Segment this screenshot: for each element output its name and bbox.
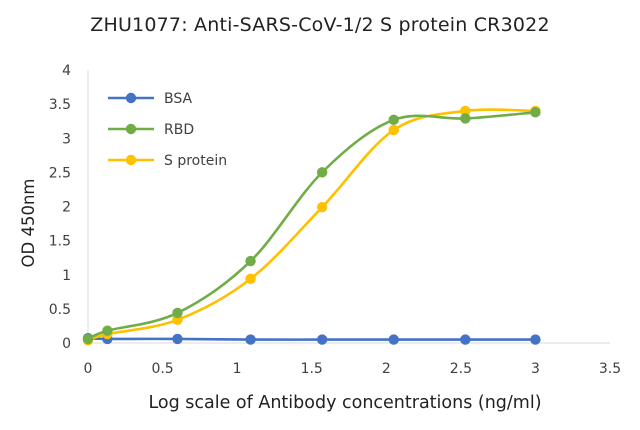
y-tick-label: 4 — [62, 63, 71, 79]
data-point-bsa — [388, 334, 399, 345]
y-tick-label: 0 — [62, 336, 71, 352]
data-point-rbd — [102, 325, 113, 336]
x-tick-label: 0 — [84, 361, 93, 377]
data-point-s-protein — [316, 201, 328, 213]
legend-label-bsa: BSA — [164, 91, 193, 107]
data-point-bsa — [316, 334, 328, 345]
legend-label-s-protein: S protein — [164, 153, 227, 169]
x-tick-label: 1.5 — [301, 361, 323, 377]
data-point-bsa — [460, 334, 471, 345]
data-point-bsa — [172, 333, 183, 345]
data-point-s-protein — [388, 124, 399, 136]
y-axis-label: OD 450nm — [19, 178, 38, 268]
data-point-bsa — [245, 334, 256, 345]
legend-marker-s-protein — [125, 154, 137, 166]
y-tick-label: 1.5 — [49, 234, 71, 250]
x-axis-label: Log scale of Antibody concentrations (ng… — [148, 393, 542, 413]
x-tick-label: 1 — [233, 361, 242, 377]
data-point-rbd — [82, 333, 94, 345]
x-tick-label: 3 — [531, 361, 540, 377]
x-tick-label: 2 — [382, 361, 391, 377]
data-point-s-protein — [245, 273, 256, 285]
data-point-rbd — [316, 167, 328, 178]
legend-marker-bsa — [125, 92, 137, 104]
data-point-bsa — [530, 334, 541, 345]
series-line-s-protein — [86, 108, 537, 342]
y-tick-label: 2.5 — [49, 165, 71, 181]
x-tick-label: 3.5 — [599, 361, 621, 377]
data-point-rbd — [172, 307, 183, 319]
y-tick-label: 0.5 — [49, 302, 71, 318]
data-point-rbd — [388, 114, 399, 126]
data-point-rbd — [530, 107, 541, 118]
series-line-bsa — [86, 336, 537, 341]
y-tick-label: 3 — [62, 131, 71, 147]
x-tick-label: 2.5 — [450, 361, 472, 377]
y-tick-label: 3.5 — [49, 97, 71, 113]
legend-marker-rbd — [125, 123, 137, 135]
data-point-rbd — [245, 255, 256, 267]
data-point-rbd — [460, 113, 471, 124]
chart-title: ZHU1077: Anti-SARS-CoV-1/2 S protein CR3… — [90, 14, 550, 36]
y-tick-label: 2 — [62, 200, 71, 216]
y-tick-label: 1 — [62, 268, 71, 284]
legend-label-rbd: RBD — [164, 122, 194, 138]
data-point-s-protein — [460, 105, 471, 117]
x-tick-label: 0.5 — [151, 361, 173, 377]
series-line-rbd — [86, 111, 537, 341]
